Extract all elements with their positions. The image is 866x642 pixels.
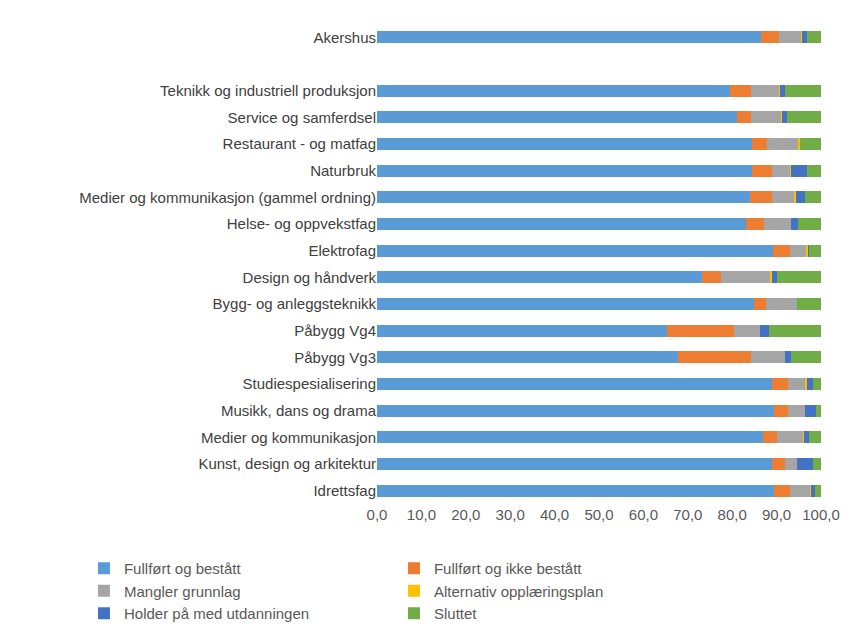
svg-text:50,0: 50,0: [584, 506, 613, 523]
svg-text:Fullført og ikke bestått: Fullført og ikke bestått: [434, 560, 582, 577]
svg-text:Fullført og bestått: Fullført og bestått: [124, 560, 242, 577]
svg-text:20,0: 20,0: [451, 506, 480, 523]
svg-text:Påbygg Vg3: Påbygg Vg3: [294, 349, 376, 366]
svg-text:Design og håndverk: Design og håndverk: [243, 269, 377, 286]
svg-text:90,0: 90,0: [762, 506, 791, 523]
svg-text:30,0: 30,0: [496, 506, 525, 523]
svg-text:10,0: 10,0: [407, 506, 436, 523]
svg-text:Service og samferdsel: Service og samferdsel: [228, 109, 376, 126]
svg-text:60,0: 60,0: [629, 506, 658, 523]
svg-text:Teknikk og industriell produks: Teknikk og industriell produksjon: [160, 82, 376, 99]
svg-text:Elektrofag: Elektrofag: [308, 242, 376, 259]
svg-text:Bygg- og anleggsteknikk: Bygg- og anleggsteknikk: [213, 295, 377, 312]
svg-text:Alternativ opplæringsplan: Alternativ opplæringsplan: [434, 583, 603, 600]
svg-text:Medier og kommunikasjon (gamme: Medier og kommunikasjon (gammel ordning): [79, 189, 376, 206]
svg-text:Sluttet: Sluttet: [434, 605, 477, 622]
svg-text:Holder på med utdanningen: Holder på med utdanningen: [124, 605, 309, 622]
svg-text:Kunst, design og arkitektur: Kunst, design og arkitektur: [198, 455, 376, 472]
svg-text:Studiespesialisering: Studiespesialisering: [243, 375, 376, 392]
svg-text:Påbygg Vg4: Påbygg Vg4: [294, 322, 376, 339]
svg-text:0,0: 0,0: [367, 506, 388, 523]
svg-text:80,0: 80,0: [718, 506, 747, 523]
svg-text:Naturbruk: Naturbruk: [310, 162, 376, 179]
svg-text:70,0: 70,0: [673, 506, 702, 523]
svg-text:Musikk, dans og drama: Musikk, dans og drama: [221, 402, 377, 419]
svg-text:Helse- og oppvekstfag: Helse- og oppvekstfag: [227, 215, 376, 232]
svg-text:Idrettsfag: Idrettsfag: [313, 482, 376, 499]
svg-text:Medier og kommunikasjon: Medier og kommunikasjon: [201, 429, 376, 446]
svg-text:Akershus: Akershus: [313, 29, 376, 46]
svg-text:Restaurant - og matfag: Restaurant - og matfag: [223, 135, 376, 152]
svg-text:Mangler grunnlag: Mangler grunnlag: [124, 583, 241, 600]
svg-text:100,0: 100,0: [802, 506, 840, 523]
svg-text:40,0: 40,0: [540, 506, 569, 523]
